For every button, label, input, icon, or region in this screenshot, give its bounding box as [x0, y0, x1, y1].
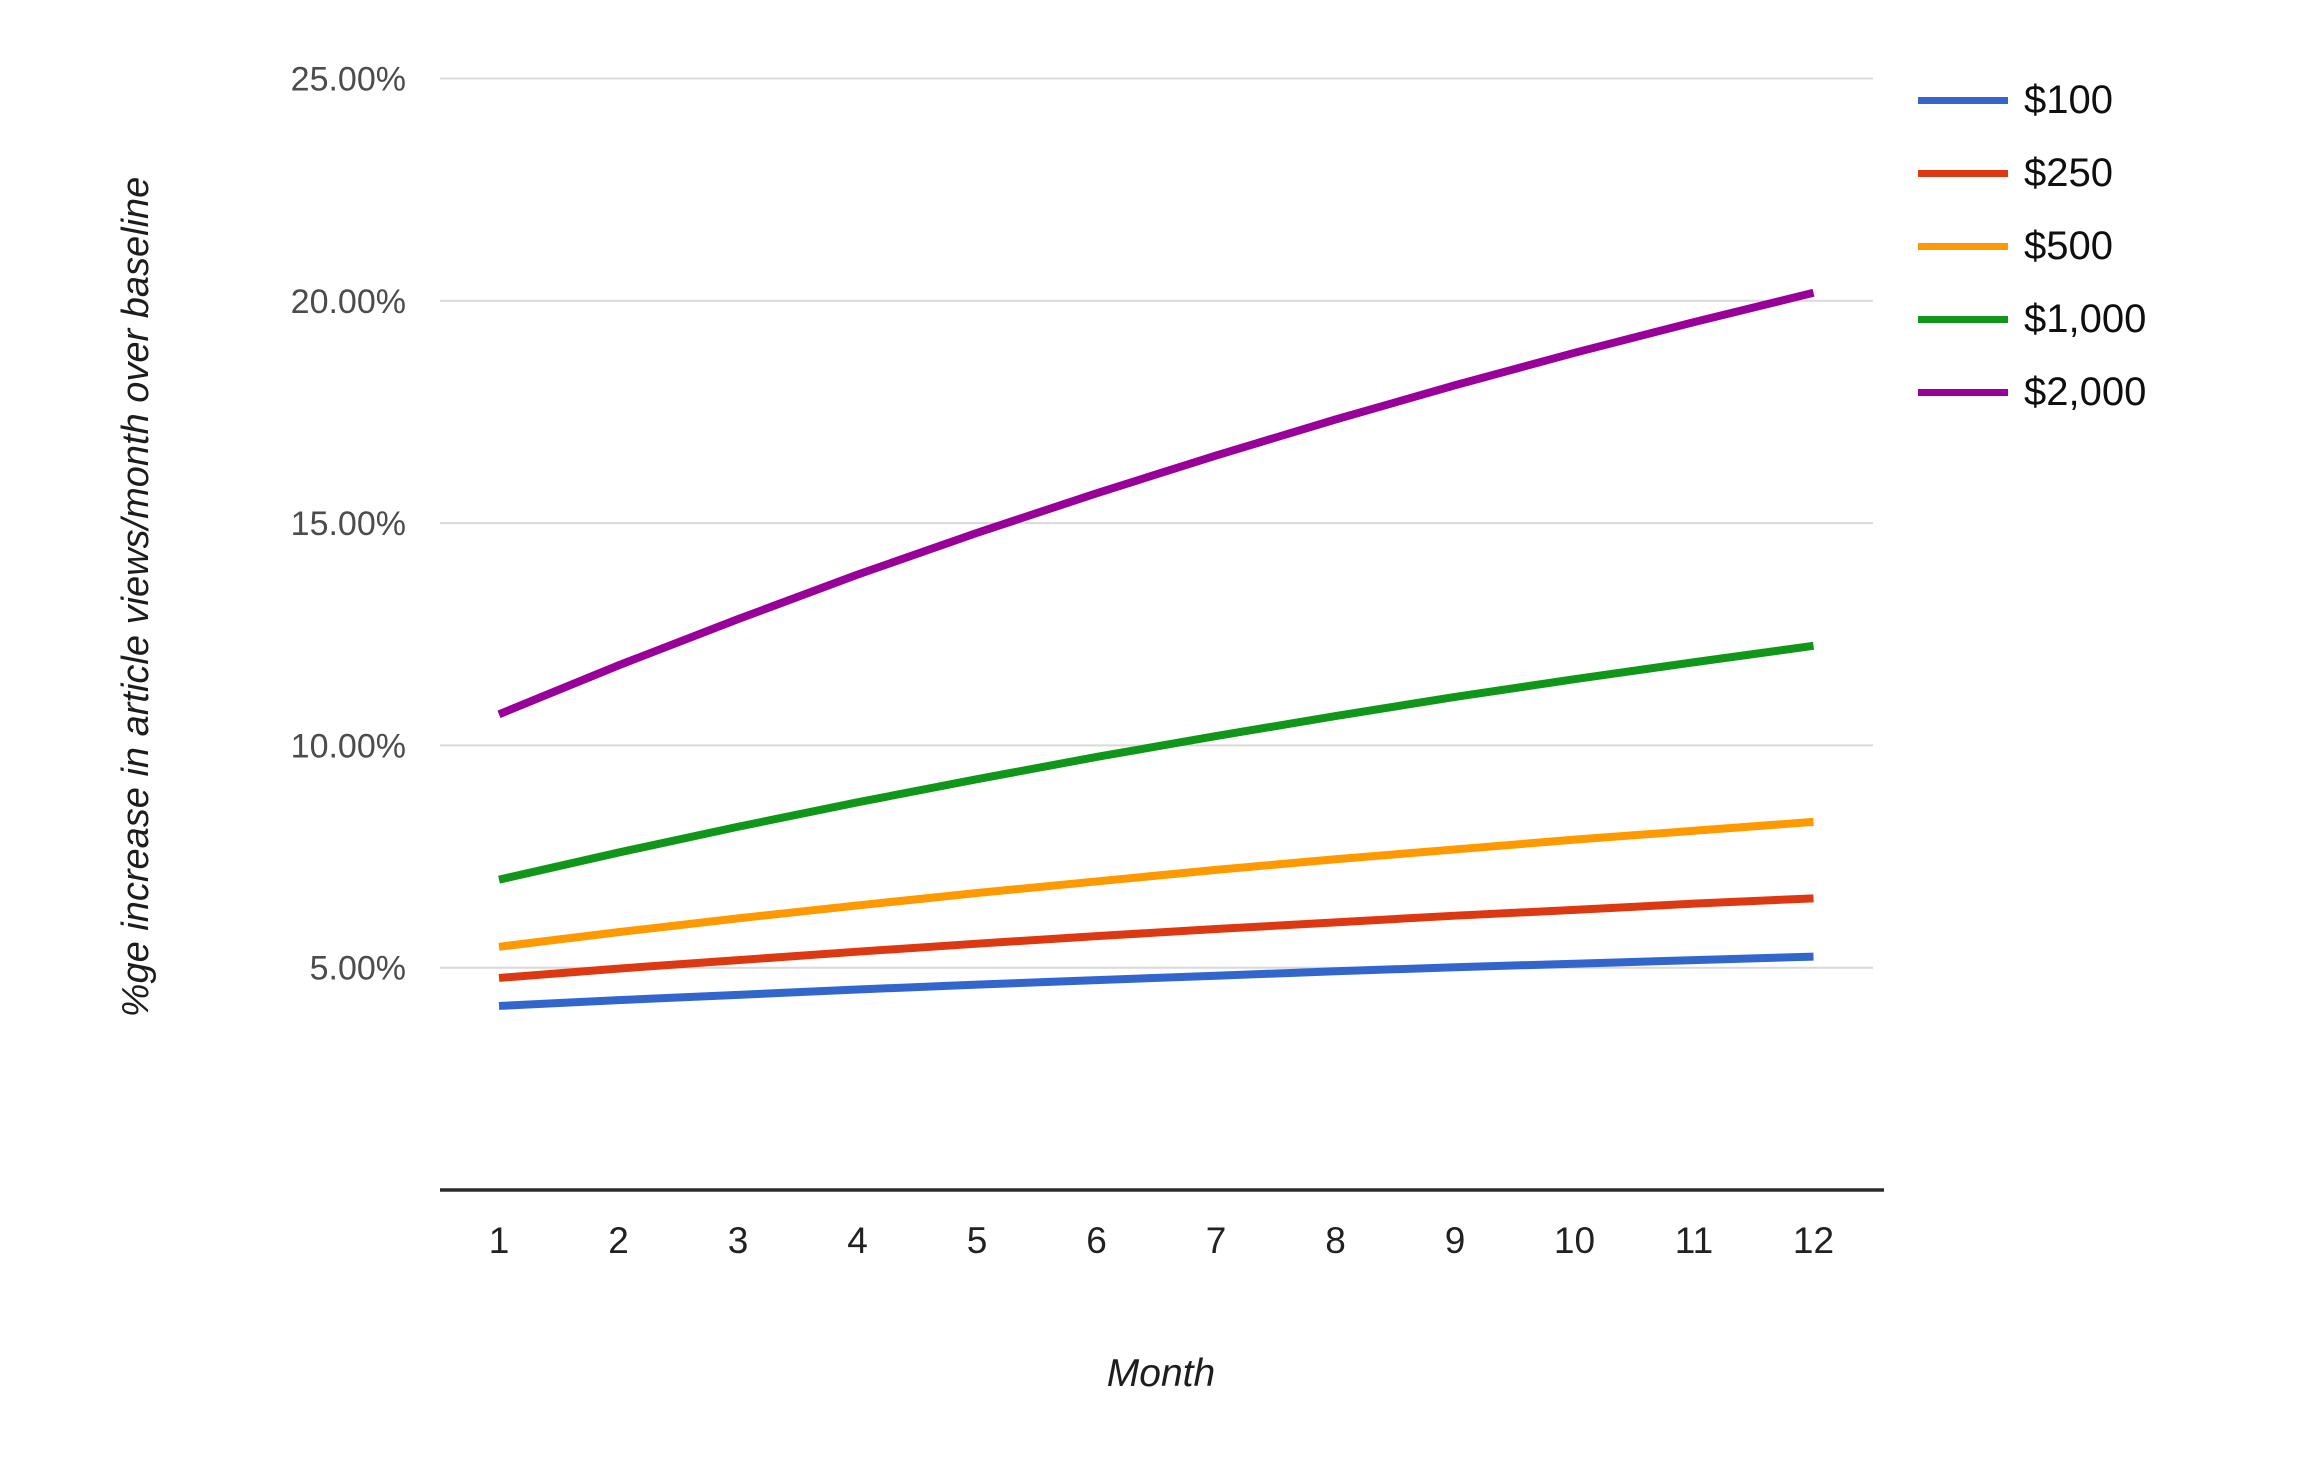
legend-item: $2,000 [1918, 356, 2146, 429]
x-tick-label: 2 [608, 1220, 629, 1261]
legend-item: $250 [1918, 137, 2146, 210]
series-line-1000 [498, 641, 1815, 884]
x-tick-label: 11 [1675, 1220, 1713, 1261]
x-axis-title: Month [1106, 1352, 1216, 1395]
y-tick-label: 5.00% [310, 950, 406, 988]
x-tick-label: 5 [967, 1220, 988, 1261]
x-tick-label: 9 [1445, 1220, 1466, 1261]
legend: $100 $250 $500 $1,000 $2,000 [1918, 64, 2146, 429]
x-tick-label: 7 [1206, 1220, 1227, 1261]
series-line-2000 [497, 288, 1815, 718]
legend-swatch [1918, 389, 2008, 396]
y-axis-title: %ge increase in article views/month over… [115, 176, 157, 1018]
x-tick-label: 1 [489, 1220, 510, 1261]
legend-item: $1,000 [1918, 283, 2146, 356]
legend-label: $2,000 [2024, 370, 2147, 414]
y-tick-label: 20.00% [291, 283, 406, 321]
legend-swatch [1918, 316, 2008, 323]
series-line-500 [498, 817, 1814, 951]
legend-label: $250 [2024, 151, 2113, 195]
legend-swatch [1918, 170, 2008, 177]
x-tick-label: 3 [728, 1220, 749, 1261]
legend-swatch [1918, 97, 2008, 104]
x-tick-label: 10 [1554, 1220, 1595, 1261]
x-tick-label: 8 [1325, 1220, 1346, 1261]
y-tick-label: 25.00% [291, 61, 406, 99]
legend-label: $100 [2024, 78, 2113, 122]
legend-item: $100 [1918, 64, 2146, 137]
x-tick-label: 12 [1793, 1220, 1834, 1261]
series-line-250 [498, 894, 1814, 982]
series-line-100 [498, 952, 1814, 1010]
legend-swatch [1918, 243, 2008, 250]
x-tick-label: 4 [847, 1220, 868, 1261]
y-tick-label: 15.00% [291, 505, 406, 543]
y-tick-label: 10.00% [291, 727, 406, 765]
x-tick-label: 6 [1086, 1220, 1107, 1261]
legend-item: $500 [1918, 210, 2146, 283]
legend-label: $500 [2024, 224, 2113, 268]
legend-label: $1,000 [2024, 297, 2147, 341]
